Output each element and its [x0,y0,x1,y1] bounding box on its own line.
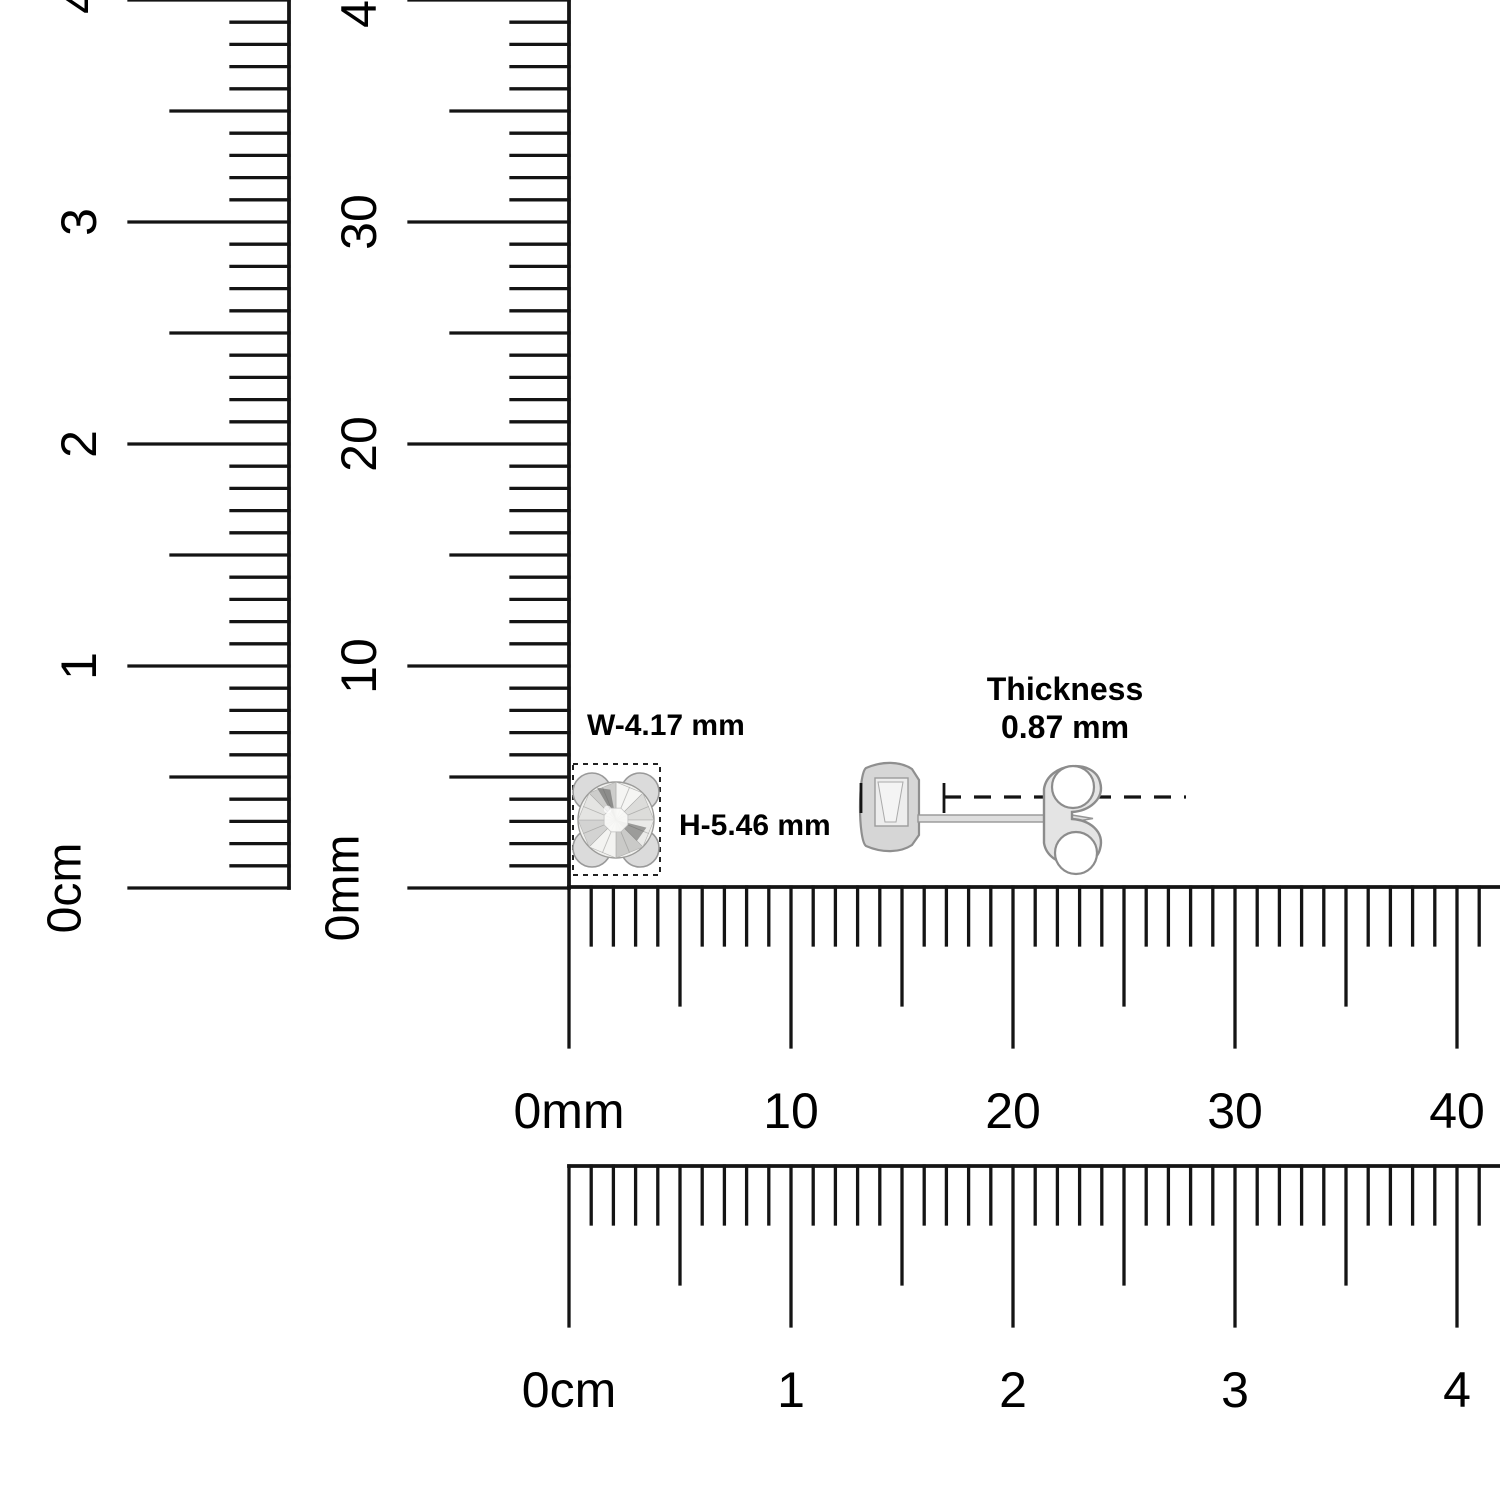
svg-text:1: 1 [777,1362,805,1418]
svg-text:4: 4 [1443,1362,1471,1418]
svg-text:3: 3 [1221,1362,1249,1418]
svg-text:0.87 mm: 0.87 mm [1001,709,1129,745]
svg-text:20: 20 [985,1083,1041,1139]
svg-text:0cm: 0cm [39,843,92,934]
svg-text:H-5.46 mm: H-5.46 mm [679,809,831,842]
svg-text:20: 20 [331,416,387,472]
svg-text:0mm: 0mm [513,1083,624,1139]
svg-text:0cm: 0cm [522,1362,616,1418]
svg-text:30: 30 [1207,1083,1263,1139]
svg-text:4: 4 [51,0,107,14]
svg-text:0mm: 0mm [317,835,370,942]
svg-text:40: 40 [1429,1083,1485,1139]
svg-text:W-4.17 mm: W-4.17 mm [587,709,745,742]
svg-text:10: 10 [331,638,387,694]
svg-text:40: 40 [331,0,387,28]
svg-text:30: 30 [331,194,387,250]
svg-text:10: 10 [763,1083,819,1139]
svg-text:2: 2 [999,1362,1027,1418]
svg-text:2: 2 [51,430,107,458]
svg-text:Thickness: Thickness [987,671,1144,707]
svg-text:1: 1 [51,652,107,680]
svg-text:3: 3 [51,208,107,236]
